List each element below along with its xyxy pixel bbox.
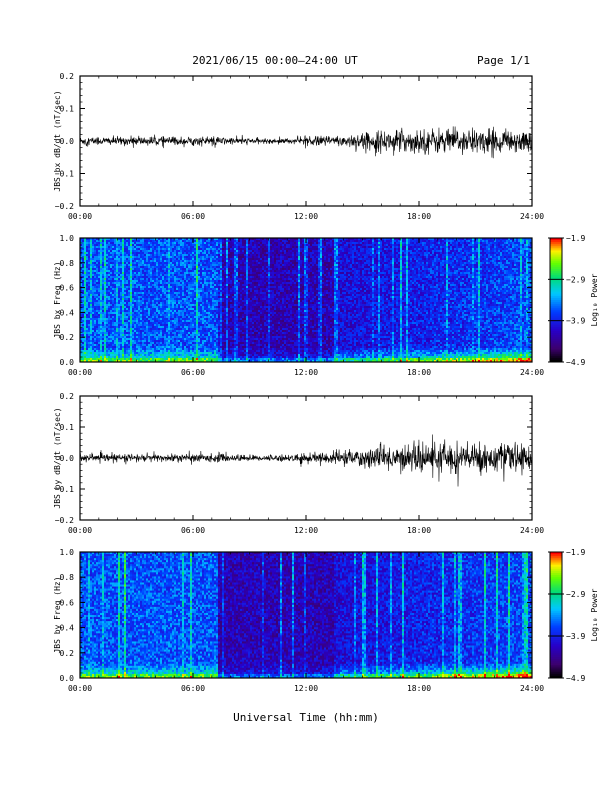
- heatmap-cells: [80, 238, 532, 362]
- colorbar-label: Log₁₀ Power: [590, 273, 599, 326]
- series-line: [80, 126, 532, 158]
- y-tick-label: −0.2: [55, 202, 74, 211]
- x-tick-label: 06:00: [181, 684, 205, 693]
- x-tick-label: 00:00: [68, 526, 92, 535]
- x-tick-label: 06:00: [181, 368, 205, 377]
- y-tick-label: 0.0: [60, 358, 75, 367]
- colorbar-tick-label: −3.9: [566, 632, 585, 641]
- panels: 0.20.10.0−0.1−0.200:00 06:00 12:00 18:00 24:…: [53, 72, 599, 693]
- x-tick-label: 12:00: [294, 526, 318, 535]
- x-tick-label: 12:00: [294, 684, 318, 693]
- y-axis-label: JBS bx Freq (Hz): [53, 261, 62, 338]
- x-tick-label: 00:00: [68, 212, 92, 221]
- y-axis-label: JBS by Freq (Hz): [53, 576, 62, 653]
- x-tick-label: 24:00: [520, 212, 544, 221]
- x-tick-label: 00:00: [68, 684, 92, 693]
- series-line: [80, 434, 532, 486]
- time-series-panel: 0.20.10.0−0.1−0.200:00 06:00 12:00 18:00 24:…: [53, 72, 544, 221]
- x-tick-label: 18:00: [407, 368, 431, 377]
- y-tick-label: 0.2: [60, 392, 75, 401]
- x-tick-label: 18:00: [407, 684, 431, 693]
- x-tick-label: 18:00: [407, 212, 431, 221]
- y-axis-label: JBS by dB/dt (nT/sec): [53, 407, 62, 508]
- colorbar-tick-label: −2.9: [566, 275, 585, 284]
- colorbar-tick-label: −3.9: [566, 317, 585, 326]
- page-number: Page 1/1: [477, 54, 530, 67]
- y-tick-label: 1.0: [60, 548, 75, 557]
- y-tick-label: 0.2: [60, 72, 75, 81]
- colorbar: −1.9 −2.9 −3.9 −4.9 Log₁₀ Power: [548, 548, 599, 683]
- x-tick-label: 24:00: [520, 368, 544, 377]
- time-series-panel: 0.20.10.0−0.1−0.200:00 06:00 12:00 18:00 24:…: [53, 392, 544, 535]
- x-tick-label: 12:00: [294, 368, 318, 377]
- x-tick-label: 00:00: [68, 368, 92, 377]
- colorbar-tick-label: −1.9: [566, 548, 585, 557]
- x-tick-label: 06:00: [181, 212, 205, 221]
- x-tick-label: 12:00: [294, 212, 318, 221]
- colorbar-label: Log₁₀ Power: [590, 588, 599, 641]
- colorbar-tick-label: −4.9: [566, 358, 585, 367]
- spectrogram-panel: 1.00.80.60.40.20.000:00 06:00 12:00 18:00 24…: [53, 548, 599, 693]
- y-axis-label: JBS bx dB/dt (nT/sec): [53, 90, 62, 191]
- x-tick-label: 06:00: [181, 526, 205, 535]
- y-tick-label: 0.0: [60, 674, 75, 683]
- y-tick-label: 1.0: [60, 234, 75, 243]
- x-axis-label: Universal Time (hh:mm): [233, 711, 379, 724]
- colorbar-tick-label: −1.9: [566, 234, 585, 243]
- colorbar-tick-label: −2.9: [566, 590, 585, 599]
- heatmap-cells: [80, 552, 532, 678]
- x-tick-label: 24:00: [520, 684, 544, 693]
- spectrogram-panel: 1.00.80.60.40.20.000:00 06:00 12:00 18:00 24…: [53, 234, 599, 377]
- page-title: 2021/06/15 00:00–24:00 UT: [192, 54, 358, 67]
- colorbar-tick-label: −4.9: [566, 674, 585, 683]
- x-tick-label: 18:00: [407, 526, 431, 535]
- colorbar: −1.9 −2.9 −3.9 −4.9 Log₁₀ Power: [548, 234, 599, 367]
- x-tick-label: 24:00: [520, 526, 544, 535]
- y-tick-label: −0.2: [55, 516, 74, 525]
